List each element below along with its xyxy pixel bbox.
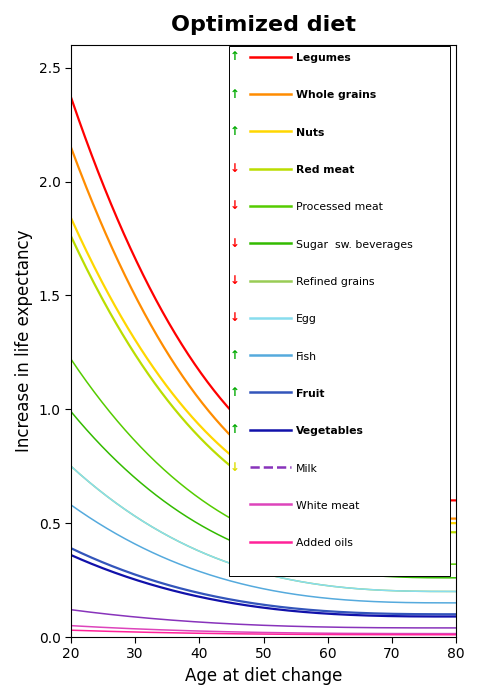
Text: ↑: ↑ [230, 424, 240, 436]
Text: Sugar  sw. beverages: Sugar sw. beverages [296, 239, 413, 250]
Text: Fish: Fish [296, 351, 317, 362]
Text: Whole grains: Whole grains [296, 90, 377, 101]
Text: ↓: ↓ [230, 162, 240, 175]
Text: ↑: ↑ [230, 125, 240, 138]
Text: ↓: ↓ [230, 274, 240, 287]
Text: Vegetables: Vegetables [296, 426, 364, 436]
Y-axis label: Increase in life expectancy: Increase in life expectancy [15, 230, 33, 452]
Text: ↓: ↓ [230, 199, 240, 213]
Text: ↓: ↓ [230, 312, 240, 324]
Text: ↓: ↓ [230, 237, 240, 250]
Text: Added oils: Added oils [296, 538, 353, 548]
Text: ↑: ↑ [230, 50, 240, 63]
FancyBboxPatch shape [229, 46, 450, 576]
X-axis label: Age at diet change: Age at diet change [185, 667, 342, 685]
Text: Red meat: Red meat [296, 165, 355, 175]
Text: ↑: ↑ [230, 349, 240, 362]
Text: Nuts: Nuts [296, 128, 324, 138]
Text: ↓: ↓ [230, 461, 240, 474]
Title: Optimized diet: Optimized diet [171, 15, 356, 35]
Text: Refined grains: Refined grains [296, 277, 375, 287]
Text: Processed meat: Processed meat [296, 202, 383, 212]
Text: Egg: Egg [296, 314, 317, 324]
Text: White meat: White meat [296, 500, 360, 511]
Text: Fruit: Fruit [296, 389, 325, 399]
Text: ↑: ↑ [230, 386, 240, 399]
Text: Legumes: Legumes [296, 53, 351, 63]
Text: Milk: Milk [296, 463, 318, 473]
Text: ↑: ↑ [230, 88, 240, 101]
